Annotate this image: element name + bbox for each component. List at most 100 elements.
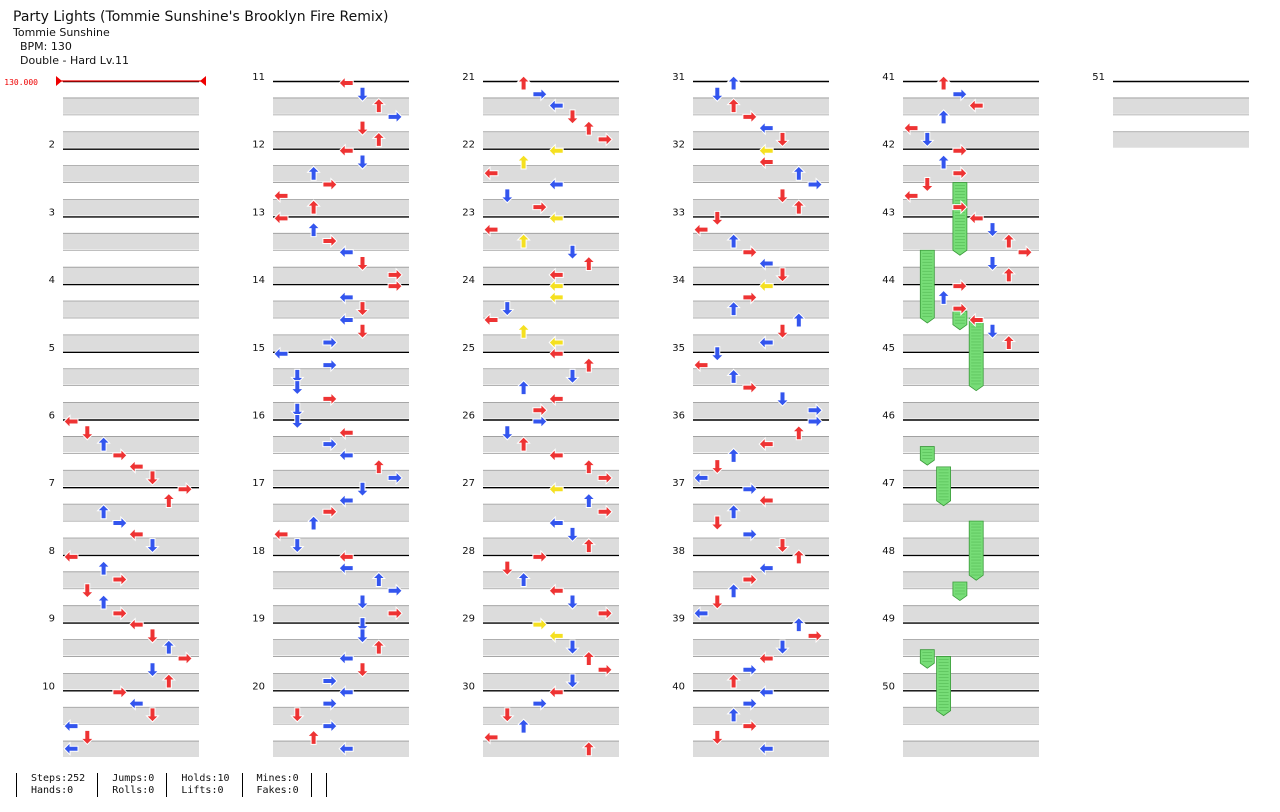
arrow-note-up — [306, 165, 321, 181]
arrow-note-up — [161, 639, 177, 655]
hold-note — [952, 182, 968, 256]
measure-grid — [483, 622, 619, 690]
measure-grid — [63, 80, 199, 148]
beat-band — [693, 267, 829, 284]
measure-grid — [903, 80, 1039, 148]
beat-band — [693, 97, 829, 114]
arrow-note-right — [532, 696, 548, 711]
arrow-note-down — [355, 323, 370, 339]
arrow-note-down — [565, 244, 580, 260]
arrow-note-left — [63, 414, 79, 429]
measure-number: 51 — [1092, 72, 1105, 83]
measure-number: 35 — [672, 343, 685, 354]
measure-number: 38 — [672, 546, 685, 557]
arrow-note-left — [338, 651, 354, 666]
arrow-note-down — [775, 538, 790, 554]
arrow-note-up — [936, 109, 951, 125]
arrow-note-right — [322, 233, 338, 249]
beat-band — [273, 639, 409, 656]
stat-mines: Mines:0 — [256, 773, 299, 784]
measure-grid — [483, 690, 619, 757]
arrow-note-right — [112, 572, 128, 587]
arrow-note-left — [548, 515, 564, 531]
measure-number: 17 — [252, 478, 265, 489]
beat-band — [63, 301, 199, 317]
beat-band — [273, 199, 409, 216]
beat-band — [903, 639, 1039, 656]
arrow-note-up — [726, 300, 741, 317]
arrow-note-right — [807, 414, 823, 429]
arrow-note-down — [985, 256, 1000, 272]
arrow-note-down — [775, 131, 790, 148]
arrow-note-left — [338, 560, 354, 576]
measure-grid — [693, 351, 829, 419]
arrow-note-left — [548, 448, 564, 463]
arrow-note-up — [306, 221, 321, 238]
beat-band — [63, 165, 199, 182]
hold-note — [968, 317, 984, 392]
arrow-note-up — [96, 504, 111, 520]
arrow-note-right — [532, 617, 548, 632]
arrow-note-left — [63, 549, 79, 565]
arrow-note-left — [338, 425, 354, 440]
arrow-note-up — [516, 436, 531, 452]
beat-band — [63, 639, 199, 656]
measure-grid — [63, 419, 199, 487]
measure-grid — [273, 148, 409, 216]
arrow-note-up — [791, 312, 807, 328]
beat-band — [903, 504, 1039, 521]
arrow-note-left — [338, 245, 354, 260]
beat-band — [273, 673, 409, 690]
hold-body — [919, 249, 935, 324]
stat-holds: Holds:10 — [181, 773, 230, 784]
beat-band — [483, 639, 619, 656]
beat-band — [273, 605, 409, 622]
arrow-note-right — [532, 414, 548, 429]
measure-number: 6 — [49, 411, 55, 422]
beat-band — [483, 436, 619, 453]
arrow-note-up — [96, 560, 111, 576]
arrow-note-right — [807, 177, 823, 192]
measure-number: 49 — [882, 614, 895, 625]
arrow-note-down — [775, 267, 790, 283]
song-title: Party Lights (Tommie Sunshine's Brooklyn… — [13, 9, 389, 25]
arrow-note-right — [742, 527, 758, 542]
arrow-note-right — [742, 109, 758, 125]
measure-number: 2 — [49, 140, 55, 151]
measure-number: 21 — [462, 72, 475, 83]
arrow-note-up — [726, 673, 741, 689]
beat-band — [693, 233, 829, 250]
beat-band — [903, 131, 1039, 148]
arrow-note-left — [548, 98, 564, 113]
beat-band — [903, 470, 1039, 487]
arrow-note-up — [581, 458, 597, 475]
arrow-note-down — [355, 594, 370, 610]
arrow-note-right — [1017, 245, 1033, 260]
arrow-note-right — [322, 718, 338, 734]
arrow-note-down — [355, 301, 370, 317]
hold-note — [968, 520, 984, 581]
arrow-note-left — [273, 346, 289, 362]
beat-band — [483, 605, 619, 622]
stat-lifts: Lifts:0 — [181, 785, 224, 796]
arrow-note-down — [355, 86, 370, 102]
measure-grid — [63, 216, 199, 284]
arrow-note-down — [145, 628, 160, 644]
arrow-note-up — [371, 131, 387, 147]
arrow-note-down — [565, 368, 580, 385]
arrow-note-down — [710, 729, 725, 746]
arrow-note-up — [306, 729, 321, 745]
arrow-note-up — [306, 199, 321, 215]
arrow-note-right — [322, 673, 338, 689]
measure-number: 13 — [252, 207, 265, 218]
measure-grid — [273, 487, 409, 554]
stats-footer: Steps:252 Hands:0 Jumps:0 Rolls:0 Holds:… — [16, 773, 327, 797]
bpm-right-flag — [200, 76, 206, 86]
arrow-note-left — [338, 493, 354, 508]
beat-band — [63, 368, 199, 385]
measure-grid — [273, 690, 409, 757]
measure-number: 24 — [462, 275, 475, 286]
arrow-note-down — [500, 301, 515, 317]
arrow-note-down — [145, 707, 160, 723]
arrow-note-up — [1001, 233, 1017, 249]
